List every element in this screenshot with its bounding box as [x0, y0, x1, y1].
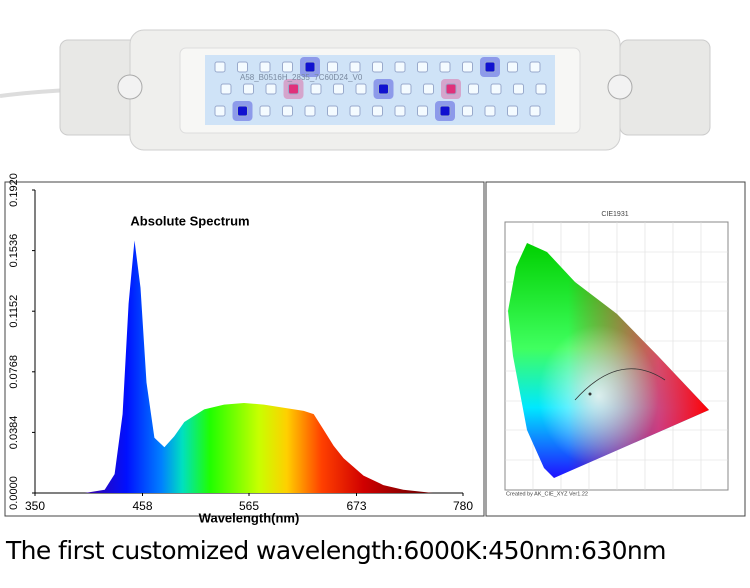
led — [282, 61, 293, 73]
y-tick-label: 0.0000 — [8, 476, 20, 510]
led — [417, 105, 428, 117]
led — [220, 83, 232, 95]
x-tick-label: 458 — [132, 499, 152, 513]
led — [462, 105, 473, 117]
spectrum-area — [84, 240, 434, 493]
led — [243, 83, 254, 95]
chart-title: Absolute Spectrum — [130, 213, 249, 228]
x-tick-label: 565 — [239, 499, 259, 513]
cie-footer: Created by AK_CIE_XYZ Ver1.22 — [506, 491, 588, 497]
led — [513, 83, 524, 95]
led — [282, 105, 293, 117]
led — [349, 61, 361, 73]
led — [378, 83, 389, 95]
led — [327, 61, 338, 73]
led — [423, 83, 434, 95]
caption: The first customized wavelength:6000K:45… — [6, 536, 667, 565]
x-tick-label: 780 — [453, 499, 473, 513]
led — [214, 61, 226, 73]
led — [535, 83, 547, 95]
led — [304, 61, 316, 73]
led — [439, 61, 451, 73]
led — [304, 105, 316, 117]
led — [490, 83, 502, 95]
led — [394, 105, 406, 117]
led — [468, 83, 479, 95]
led — [445, 83, 457, 95]
x-tick-label: 350 — [25, 499, 45, 513]
led — [355, 83, 367, 95]
led — [529, 105, 541, 117]
cie-title: CIE1931 — [601, 211, 628, 218]
led — [214, 105, 226, 117]
x-axis-label: Wavelength(nm) — [199, 510, 300, 525]
led — [237, 61, 248, 73]
led — [372, 61, 383, 73]
led — [400, 83, 412, 95]
led — [529, 61, 541, 73]
led — [484, 105, 496, 117]
led — [349, 105, 361, 117]
led — [288, 83, 299, 95]
y-tick-label: 0.1920 — [8, 173, 20, 207]
led — [259, 105, 271, 117]
led — [439, 105, 451, 117]
led — [333, 83, 344, 95]
y-tick-label: 0.1152 — [8, 295, 20, 328]
led — [507, 105, 518, 117]
led — [310, 83, 322, 95]
led — [394, 61, 406, 73]
led — [417, 61, 428, 73]
led — [259, 61, 271, 73]
x-tick-label: 673 — [346, 499, 366, 513]
led — [327, 105, 338, 117]
y-tick-label: 0.0768 — [8, 355, 20, 389]
led — [265, 83, 277, 95]
y-tick-label: 0.0384 — [8, 416, 20, 450]
led — [372, 105, 383, 117]
led — [462, 61, 473, 73]
cie-diagram — [504, 221, 729, 491]
led-photo: A58_B0516H_2835_7C60D24_V0 — [0, 29, 711, 151]
y-tick-label: 0.1536 — [8, 234, 20, 268]
led — [484, 61, 496, 73]
board-label: A58_B0516H_2835_7C60D24_V0 — [240, 73, 363, 82]
led — [507, 61, 518, 73]
led — [237, 105, 248, 117]
